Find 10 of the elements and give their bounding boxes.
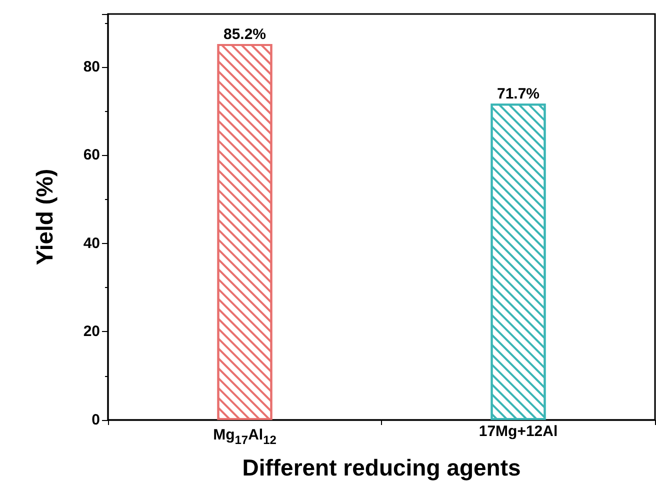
y-axis-title: Yield (%) <box>32 168 58 266</box>
y-tick-label: 80 <box>83 58 100 76</box>
y-tick-label: 40 <box>83 234 100 252</box>
x-axis-title: Different reducing agents <box>242 454 521 480</box>
y-tick-label: 0 <box>92 412 100 428</box>
data-label: 85.2% <box>223 26 266 44</box>
data-label: 71.7% <box>496 86 540 103</box>
y-tick-label: 60 <box>83 146 100 164</box>
y-tick-label: 20 <box>83 323 100 340</box>
x-tick-label: 17Mg+12Al <box>478 423 558 440</box>
